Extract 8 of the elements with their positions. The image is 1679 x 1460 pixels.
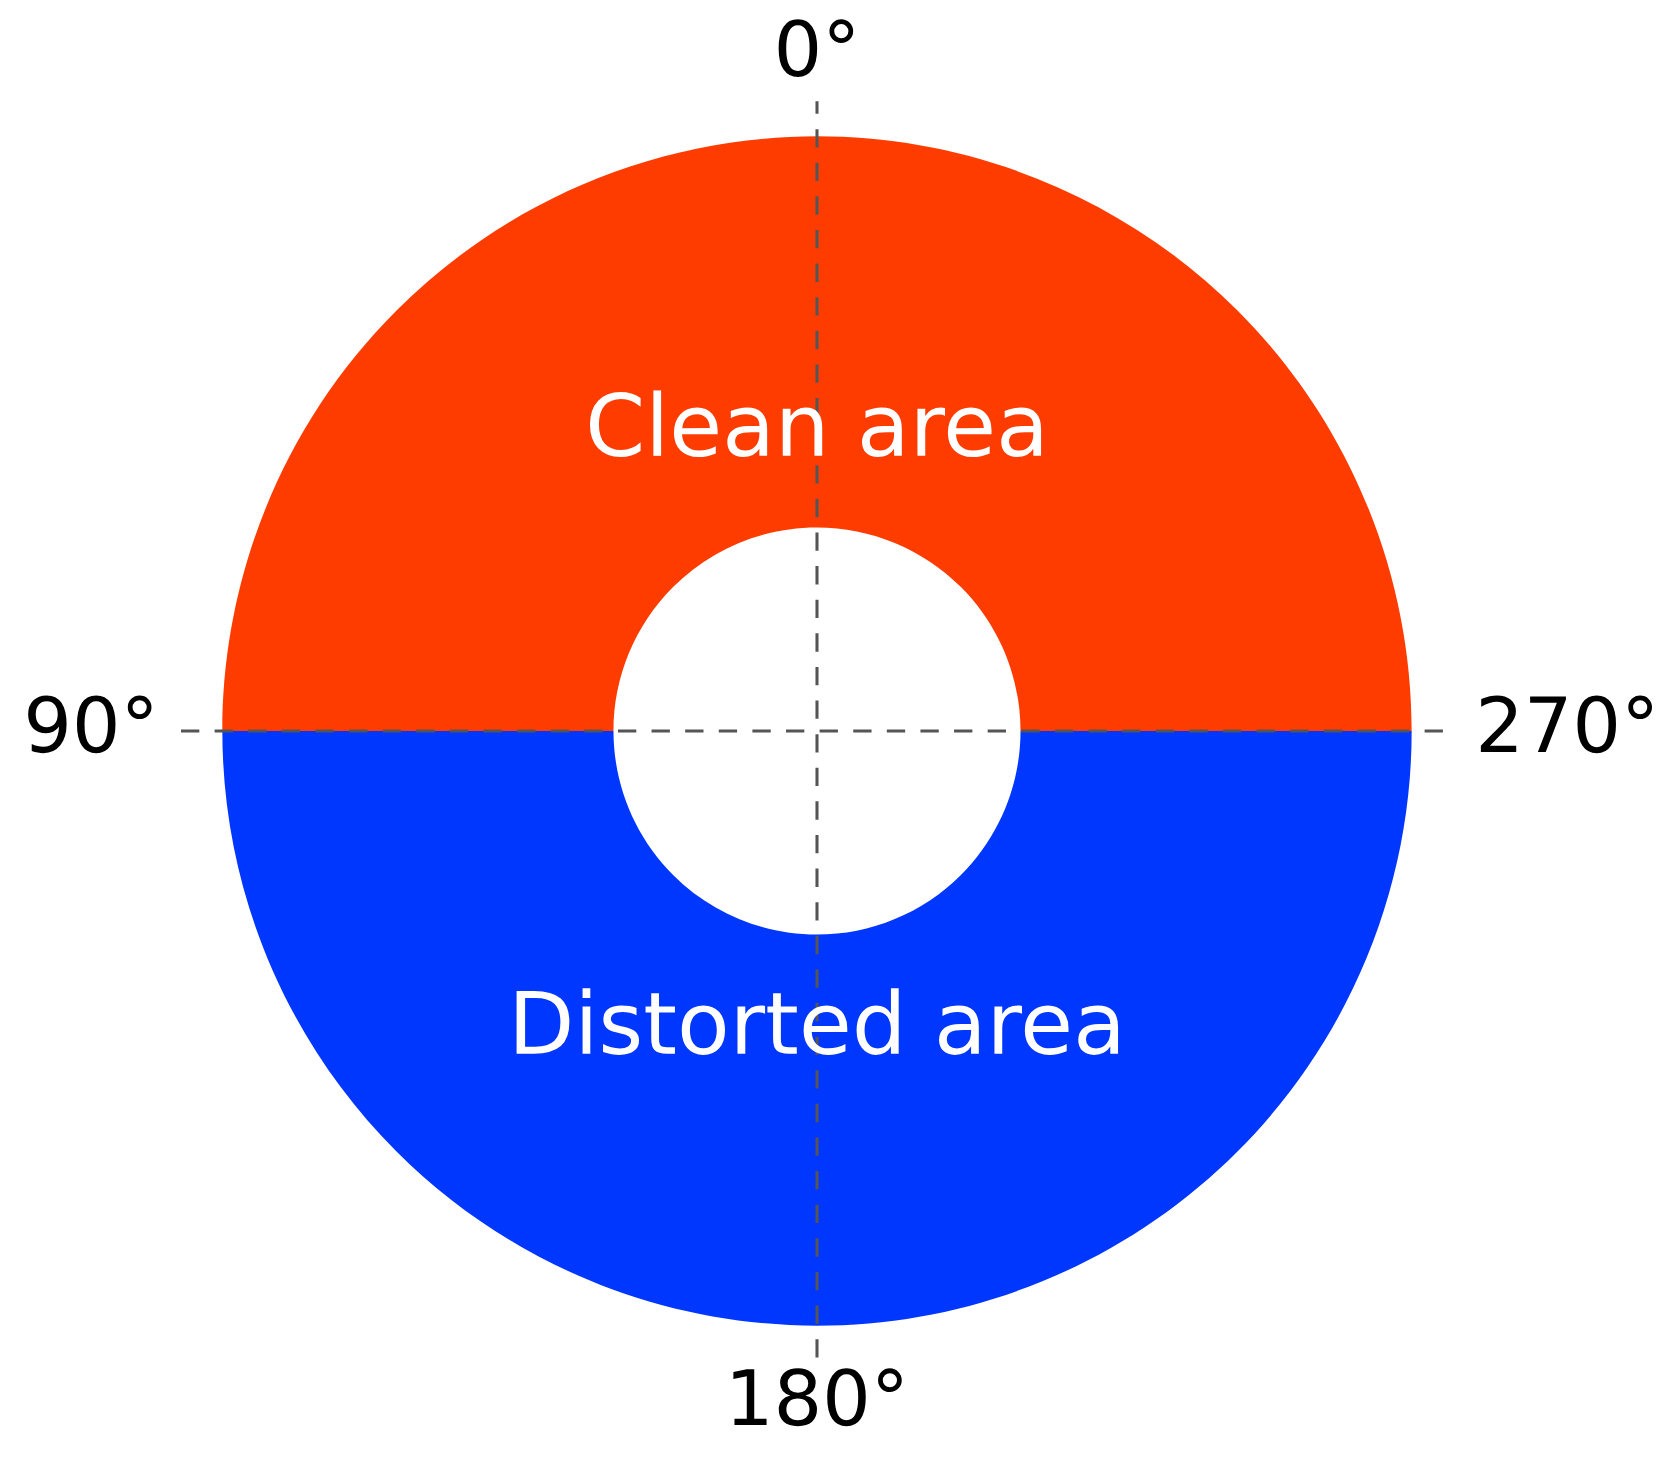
text: 180° [733,1368,902,1427]
slice-label: Distorted area [516,988,1119,1055]
donut-slice [222,731,1412,1326]
text: 270° [1480,695,1652,754]
text: 0° [778,19,854,78]
text: 90° [28,695,152,754]
donut-slice [222,136,1412,731]
slice-label: Clean area [589,390,1042,458]
